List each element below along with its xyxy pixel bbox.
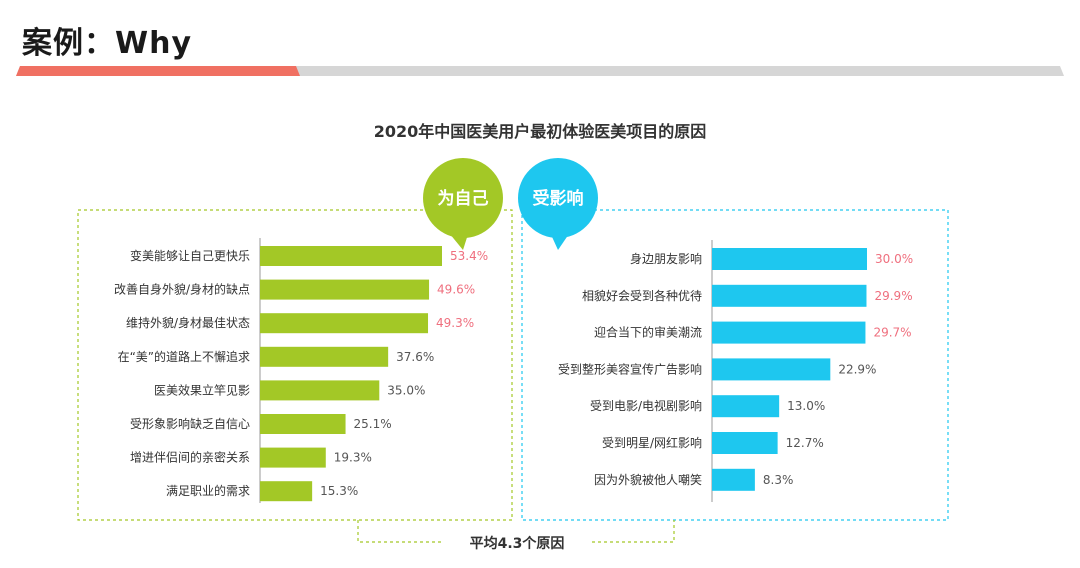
right-category-label: 迎合当下的审美潮流: [594, 325, 702, 340]
badge-for-self: [423, 158, 503, 238]
left-category-label: 在“美”的道路上不懈追求: [118, 349, 250, 364]
right-value-label: 12.7%: [786, 436, 824, 450]
right-bar: [712, 468, 755, 491]
right-category-label: 受到整形美容宣传广告影响: [558, 361, 702, 376]
left-value-label: 19.3%: [334, 451, 372, 465]
left-value-label: 53.4%: [450, 249, 488, 263]
left-value-label: 35.0%: [387, 383, 425, 397]
badge-influenced-label: 受影响: [533, 188, 584, 209]
right-category-label: 身边朋友影响: [630, 251, 702, 266]
footer-bracket-left: [357, 520, 442, 543]
right-bar: [712, 395, 780, 418]
right-category-label: 受到电影/电视剧影响: [590, 398, 702, 413]
right-value-label: 13.0%: [787, 399, 825, 413]
right-value-label: 8.3%: [763, 473, 794, 487]
left-bar: [260, 313, 429, 334]
right-value-label: 29.7%: [873, 326, 911, 340]
left-bar: [260, 380, 380, 401]
left-value-label: 25.1%: [354, 417, 392, 431]
right-category-label: 受到明星/网红影响: [602, 435, 702, 450]
right-value-label: 30.0%: [875, 252, 913, 266]
left-bar: [260, 414, 346, 434]
left-bar: [260, 447, 326, 468]
left-value-label: 49.6%: [437, 283, 475, 297]
right-category-label: 相貌好会受到各种优待: [582, 288, 702, 303]
left-category-label: 受形象影响缺乏自信心: [130, 416, 250, 431]
right-value-label: 29.9%: [874, 289, 912, 303]
title-underline-red: [16, 66, 300, 76]
badge-influenced: [518, 158, 598, 238]
slide-title: 案例：Why: [22, 26, 193, 61]
left-value-label: 15.3%: [320, 484, 358, 498]
left-value-label: 37.6%: [396, 350, 434, 364]
left-value-label: 49.3%: [436, 316, 474, 330]
left-bar: [260, 246, 442, 266]
right-bar: [712, 284, 867, 307]
left-category-label: 满足职业的需求: [166, 483, 250, 498]
title-underline-bar: [16, 66, 1064, 76]
right-category-label: 因为外貌被他人嘲笑: [594, 472, 702, 487]
left-bar: [260, 346, 389, 367]
chart-title: 2020年中国医美用户最初体验医美项目的原因: [373, 122, 707, 141]
right-bar: [712, 248, 867, 270]
left-panel-frame: [77, 209, 513, 521]
left-category-label: 增进伴侣间的亲密关系: [130, 450, 250, 465]
footer-bracket-right: [592, 520, 675, 543]
left-bar: [260, 481, 313, 502]
left-category-label: 改善自身外貌/身材的缺点: [114, 282, 250, 297]
right-value-label: 22.9%: [838, 362, 876, 376]
right-bar: [712, 358, 831, 381]
left-category-label: 变美能够让自己更快乐: [130, 248, 250, 263]
left-bar: [260, 279, 430, 300]
average-reasons-label: 平均4.3个原因: [470, 535, 565, 552]
right-bar: [712, 321, 866, 344]
left-category-label: 维持外貌/身材最佳状态: [126, 315, 250, 330]
right-panel-frame: [521, 209, 949, 521]
right-bar: [712, 432, 778, 454]
badge-for-self-label: 为自己: [438, 188, 489, 209]
left-category-label: 医美效果立竿见影: [154, 382, 250, 397]
